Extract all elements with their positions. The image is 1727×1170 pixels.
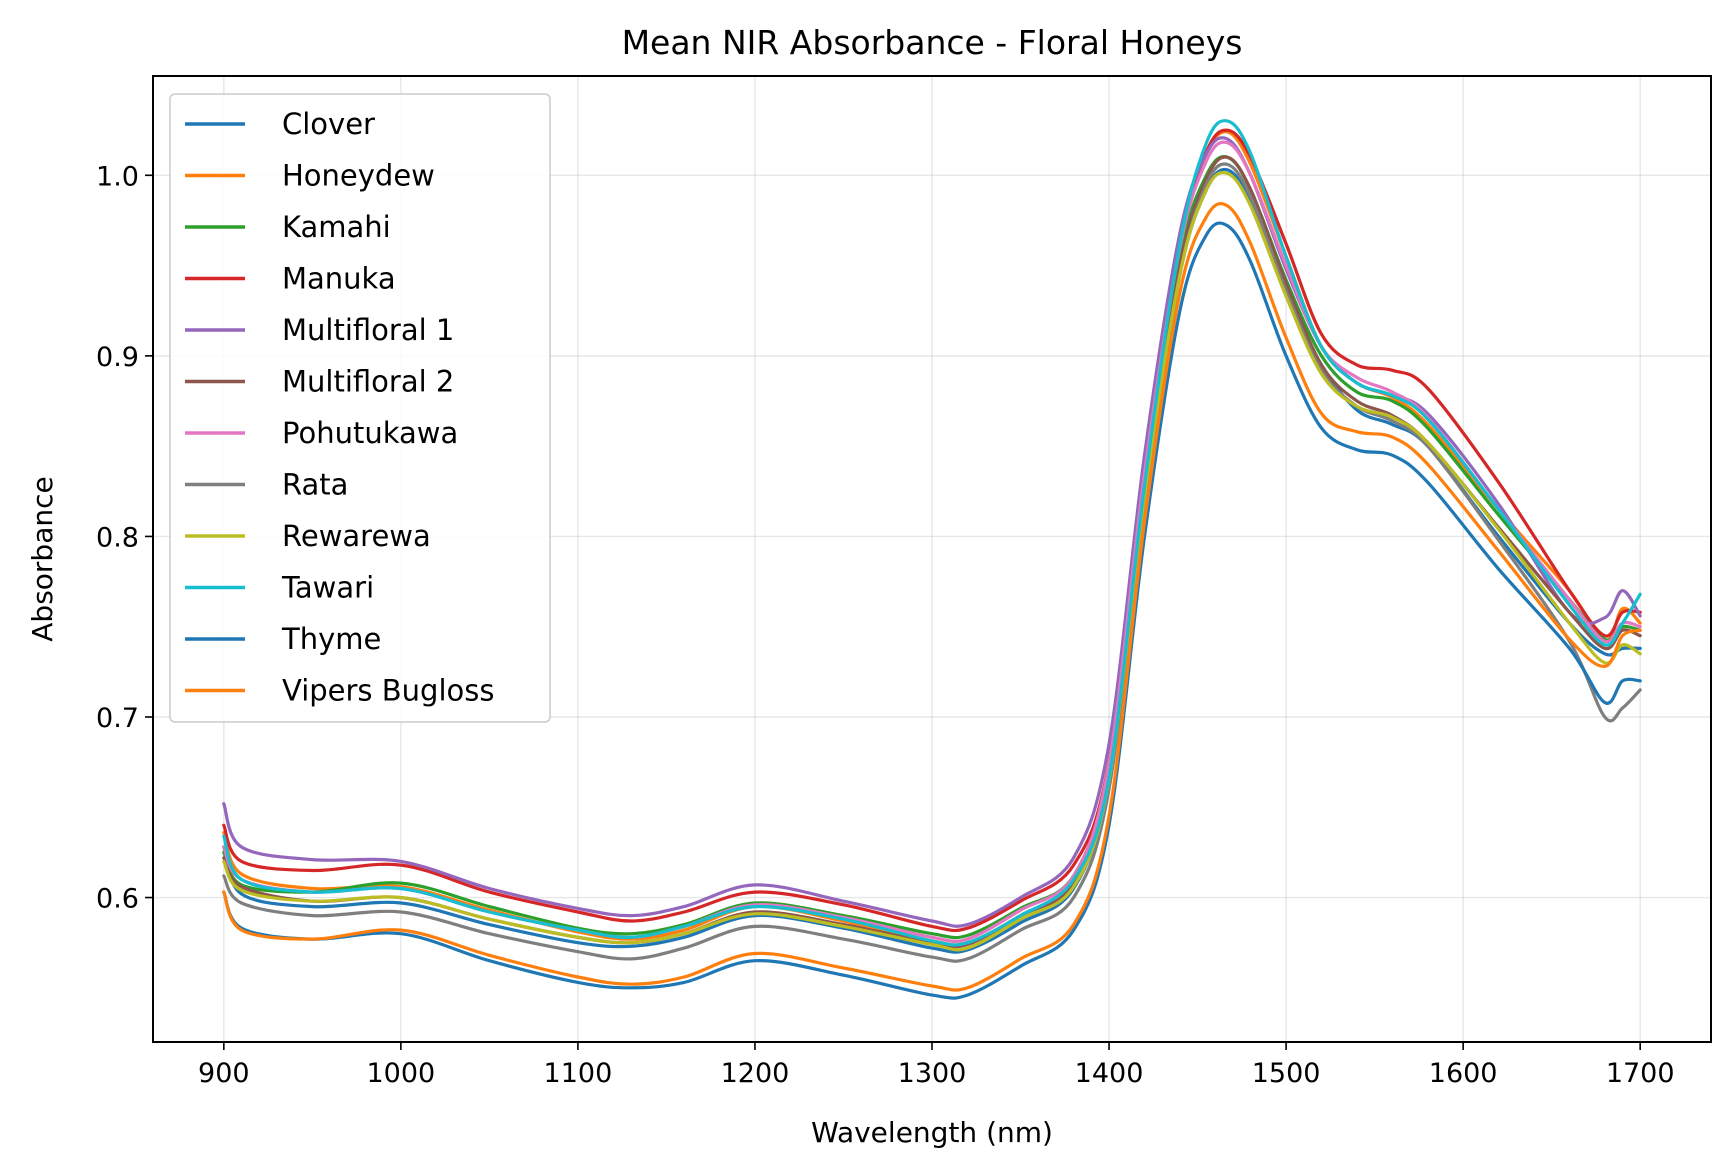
y-tick-label: 1.0: [96, 161, 139, 192]
legend: Clover Honeydew Kamahi Manuka Multifloral 1 M…: [169, 93, 551, 723]
x-tick-label: 1400: [1075, 1058, 1144, 1089]
series-line-multifloral-1: [222, 136, 1642, 928]
series-line-vipers-bugloss: [222, 202, 1642, 992]
legend-label-multifloral-2: Multifloral 2: [282, 365, 454, 399]
legend-label-tawari: Tawari: [281, 571, 374, 605]
grid: [153, 76, 1711, 1042]
legend-label-rata: Rata: [282, 468, 348, 502]
legend-label-honeydew: Honeydew: [282, 159, 435, 193]
chart-title: Mean NIR Absorbance - Floral Honeys: [622, 23, 1243, 62]
legend-label-manuka: Manuka: [282, 262, 396, 296]
y-axis-ticks: 0.6 0.7 0.8 0.9 1.0: [96, 161, 153, 915]
legend-label-rewarewa: Rewarewa: [282, 519, 431, 553]
legend-label-clover: Clover: [282, 107, 375, 141]
y-axis-label: Absorbance: [26, 476, 59, 641]
y-tick-label: 0.9: [96, 342, 139, 373]
x-tick-label: 900: [198, 1058, 250, 1089]
x-tick-label: 1000: [367, 1058, 436, 1089]
y-tick-label: 0.7: [96, 703, 139, 734]
legend-label-thyme: Thyme: [281, 622, 381, 656]
legend-box: [169, 93, 551, 723]
x-tick-label: 1600: [1429, 1058, 1498, 1089]
x-tick-label: 1500: [1252, 1058, 1321, 1089]
x-tick-label: 1300: [898, 1058, 967, 1089]
x-axis-ticks: 900 1000 1100 1200 1300 1400 1500 1600 1700: [198, 1042, 1675, 1089]
y-tick-label: 0.6: [96, 884, 139, 915]
legend-label-multifloral-1: Multifloral 1: [282, 313, 454, 347]
plot-series: [222, 119, 1642, 1000]
legend-label-kamahi: Kamahi: [282, 210, 391, 244]
series-line-tawari: [222, 119, 1642, 947]
y-tick-label: 0.8: [96, 522, 139, 553]
legend-label-pohutukawa: Pohutukawa: [282, 416, 458, 450]
x-tick-label: 1700: [1606, 1058, 1675, 1089]
x-tick-label: 1200: [721, 1058, 790, 1089]
x-tick-label: 1100: [544, 1058, 613, 1089]
x-axis-label: Wavelength (nm): [811, 1116, 1053, 1149]
legend-label-vipers-bugloss: Vipers Bugloss: [282, 674, 494, 708]
